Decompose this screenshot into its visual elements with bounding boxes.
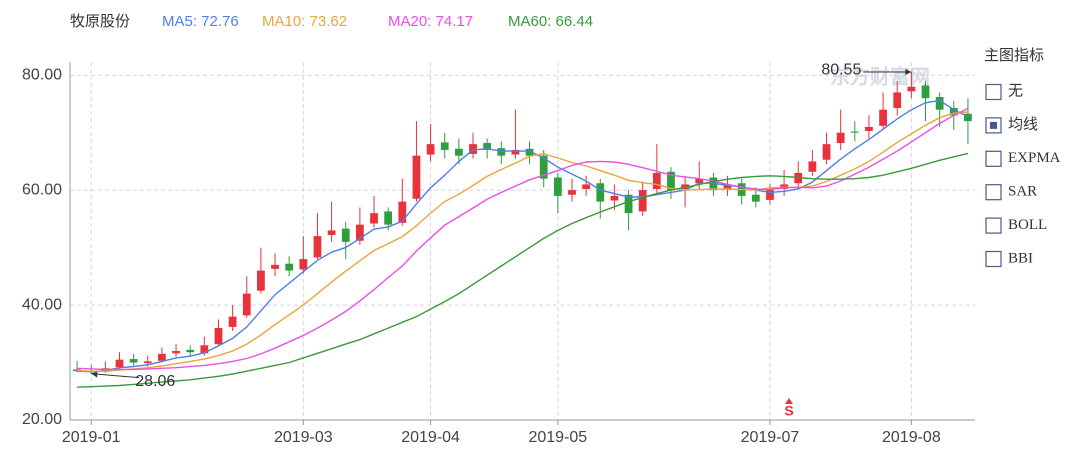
stock-name: 牧原股份: [70, 13, 130, 30]
x-tick-label: 2019-04: [401, 429, 460, 446]
checkbox[interactable]: [985, 250, 1002, 268]
candle-body: [200, 345, 209, 354]
candle-body: [426, 144, 435, 155]
candle-body: [652, 172, 661, 189]
ma-line: [77, 111, 968, 372]
candle-body: [186, 349, 195, 353]
candle-body: [553, 177, 562, 196]
y-tick-label: 60.00: [22, 181, 62, 198]
y-tick-label: 80.00: [22, 66, 62, 83]
x-tick-label: 2019-03: [274, 429, 333, 446]
low-arrow-head: [91, 371, 98, 378]
candle-body: [921, 85, 930, 99]
candle-body: [610, 195, 619, 201]
candle-body: [172, 351, 180, 354]
candle-body: [822, 144, 831, 160]
checkbox[interactable]: [985, 150, 1002, 167]
x-tick-label: 2019-07: [741, 429, 800, 446]
checkbox-fill: [990, 121, 997, 129]
signal-label: S: [784, 403, 793, 419]
candle-body: [299, 259, 308, 270]
candle-body: [483, 143, 492, 150]
checkbox[interactable]: [985, 217, 1002, 234]
legend-entry: MA10: 73.62: [262, 13, 347, 30]
high-arrow-head: [905, 69, 912, 76]
ma-line: [77, 99, 969, 373]
candle-body: [695, 178, 704, 184]
option-label[interactable]: 均线: [1008, 116, 1038, 133]
legend-entry: MA60: 66.44: [508, 13, 593, 30]
x-tick-label: 2019-01: [62, 429, 121, 446]
candle-body: [313, 236, 322, 258]
option-label[interactable]: BBI: [1008, 250, 1033, 266]
candle-body: [624, 194, 633, 214]
candle-body: [327, 230, 336, 235]
low-arrow: [91, 373, 140, 379]
candle-body: [638, 190, 647, 212]
y-tick-label: 20.00: [22, 411, 62, 428]
candle-body: [143, 361, 152, 364]
candle-body: [539, 155, 548, 179]
candle-body: [228, 316, 237, 327]
candle-body: [766, 190, 774, 200]
option-label[interactable]: 无: [1008, 83, 1023, 99]
candle-body: [808, 161, 817, 172]
candle-body: [596, 183, 605, 202]
candle-body: [525, 148, 534, 156]
candle-body: [723, 184, 732, 189]
candle-body: [949, 107, 958, 116]
candle-body: [242, 293, 251, 316]
candle-body: [850, 131, 859, 133]
legend-entry: MA20: 74.17: [388, 13, 473, 30]
candle-body: [865, 126, 873, 131]
x-tick-label: 2019-08: [882, 429, 941, 446]
option-label[interactable]: SAR: [1008, 184, 1037, 200]
checkbox[interactable]: [985, 184, 1002, 201]
ma-line: [77, 152, 969, 388]
candle-body: [935, 97, 944, 110]
low-label: 28.06: [135, 373, 175, 390]
candle-body: [285, 263, 294, 271]
candle-body: [964, 113, 972, 122]
candle-body: [879, 109, 887, 126]
candle-body: [511, 149, 520, 155]
candle-body: [893, 92, 902, 108]
checkbox[interactable]: [985, 83, 1002, 101]
ma-line: [77, 107, 969, 371]
candle-body: [214, 328, 223, 345]
candle-body: [398, 201, 407, 223]
watermark: 东方财富网: [830, 64, 930, 88]
candle-body: [667, 171, 675, 191]
legend-entry: MA5: 72.76: [162, 13, 239, 30]
panel-title: 主图指标: [984, 47, 1044, 64]
candle-body: [836, 132, 845, 144]
candle-body: [412, 155, 421, 199]
candle-body: [454, 148, 463, 156]
candle-body: [384, 211, 393, 225]
candle-body: [129, 359, 138, 363]
candle-body: [355, 224, 364, 241]
candle-body: [271, 264, 279, 269]
candle-body: [751, 194, 760, 202]
candle-body: [440, 142, 449, 150]
high-label: 80.55: [821, 61, 861, 78]
candle-body: [907, 86, 916, 92]
candle-body: [370, 213, 378, 224]
candle-body: [257, 270, 265, 291]
y-tick-label: 40.00: [22, 296, 62, 313]
candle-body: [341, 228, 350, 242]
option-label[interactable]: EXPMA: [1008, 150, 1061, 166]
candle-body: [582, 184, 591, 189]
candle-body: [469, 144, 477, 154]
signal-arrow: [785, 398, 793, 404]
candle-body: [497, 148, 506, 156]
x-tick-label: 2019-05: [528, 429, 587, 446]
candle-body: [73, 369, 81, 372]
candle-body: [568, 190, 576, 195]
candle-body: [115, 359, 124, 368]
option-label[interactable]: BOLL: [1008, 217, 1047, 233]
candle-body: [158, 353, 166, 361]
